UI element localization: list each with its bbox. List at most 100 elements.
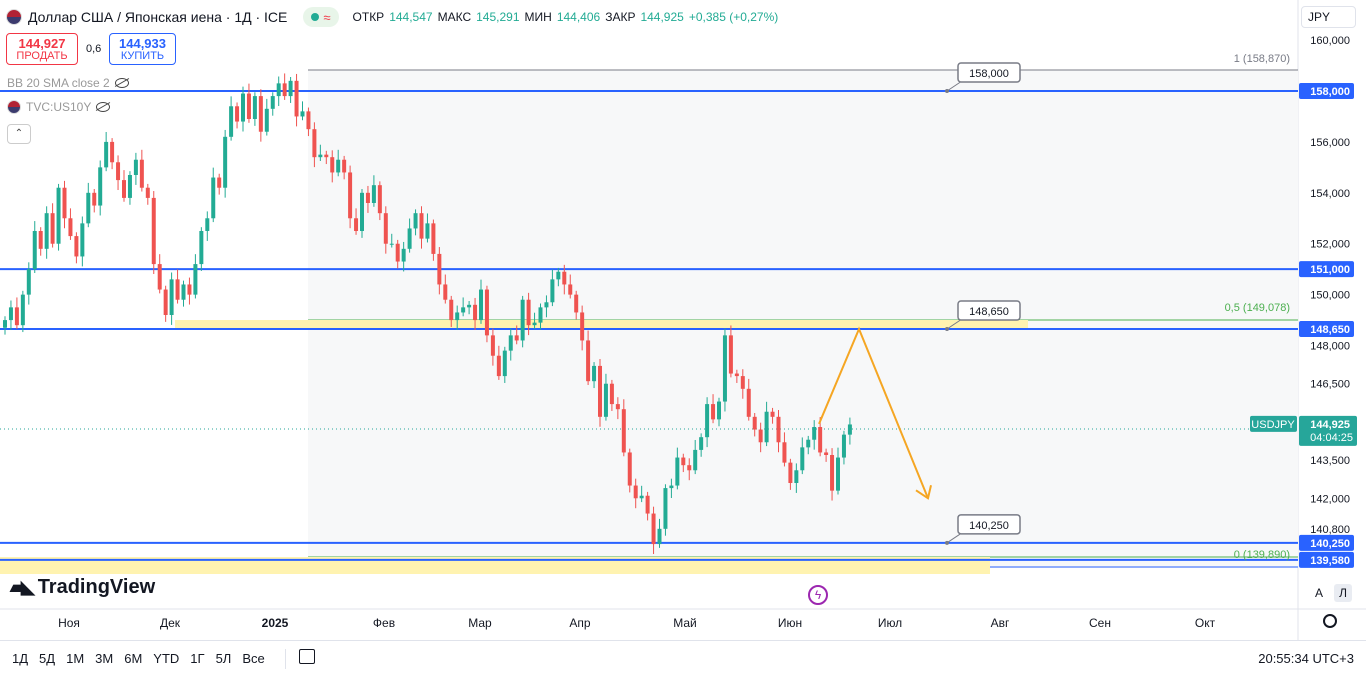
log-scale-button[interactable]: Л: [1334, 584, 1352, 602]
gear-icon[interactable]: [1323, 614, 1337, 628]
candle: [342, 155, 347, 180]
range-button[interactable]: 1Д: [12, 651, 29, 666]
candle: [764, 401, 769, 447]
symbol-title[interactable]: Доллар США / Японская иена · 1Д · ICE: [28, 9, 288, 25]
candle: [550, 269, 555, 307]
candle: [32, 221, 37, 273]
indicator-bb[interactable]: BB 20 SMA close 2: [7, 76, 129, 90]
candle: [68, 208, 73, 240]
hidden-eye-icon[interactable]: [96, 102, 111, 112]
spread-value: 0,6: [86, 43, 102, 55]
candle: [241, 86, 245, 132]
tradingview-logo[interactable]: ▰◣ TradingView: [10, 576, 156, 598]
price-callout[interactable]: 158,000: [945, 62, 1021, 93]
candle: [193, 254, 198, 299]
svg-text:USDJPY: USDJPY: [1251, 419, 1295, 431]
svg-text:144,925: 144,925: [1310, 419, 1350, 431]
range-button[interactable]: 5Л: [215, 651, 232, 666]
range-button[interactable]: YTD: [153, 651, 180, 666]
y-tick-label: 148,000: [1310, 341, 1350, 353]
candle: [151, 191, 156, 275]
lightning-icon[interactable]: ϟ: [808, 585, 828, 605]
candle: [812, 420, 817, 450]
candle: [187, 277, 192, 305]
indicator-compare[interactable]: TVC:US10Y: [7, 100, 111, 114]
candle: [580, 305, 585, 351]
range-button[interactable]: 1Г: [190, 651, 205, 666]
candle: [538, 303, 543, 330]
candle: [776, 409, 781, 453]
x-tick-label: Окт: [1195, 616, 1216, 630]
candle: [145, 183, 150, 205]
candle: [669, 478, 674, 499]
range-button[interactable]: Все: [242, 651, 265, 666]
tv-logo-icon: ▰◣: [10, 577, 35, 597]
forecast-arrow[interactable]: [818, 326, 929, 499]
clock[interactable]: 20:55:34 UTC+3: [1258, 651, 1354, 666]
candle: [110, 138, 115, 170]
range-button[interactable]: 3М: [95, 651, 114, 666]
candle: [217, 173, 222, 195]
candle: [687, 458, 692, 481]
candle: [122, 170, 126, 202]
candle: [782, 432, 787, 467]
candle: [657, 518, 662, 548]
candle: [50, 203, 55, 248]
divider: [285, 649, 286, 669]
candle: [205, 211, 210, 241]
candle: [92, 189, 97, 213]
level-badge[interactable]: 151,000: [1299, 261, 1354, 278]
x-tick-label: Дек: [160, 616, 181, 630]
candle: [693, 439, 698, 475]
candle: [437, 247, 442, 295]
candle: [615, 397, 620, 420]
svg-text:148,650: 148,650: [969, 306, 1009, 318]
price-callout[interactable]: 148,650: [945, 300, 1021, 331]
candle: [794, 463, 799, 493]
candle: [282, 73, 287, 100]
calendar-icon[interactable]: [299, 649, 315, 664]
buy-button[interactable]: 144,933 КУПИТЬ: [109, 33, 176, 65]
candle: [645, 491, 650, 521]
arrow-head: [915, 485, 932, 500]
collapse-legend-button[interactable]: ⌃: [7, 124, 31, 144]
level-badge[interactable]: 139,580: [1299, 551, 1354, 568]
range-button[interactable]: 6М: [124, 651, 143, 666]
level-badge[interactable]: 148,650: [1299, 321, 1354, 337]
candle: [336, 149, 341, 177]
range-button[interactable]: 1М: [66, 651, 85, 666]
candle: [847, 417, 852, 445]
candle: [479, 279, 483, 324]
level-badge[interactable]: 158,000: [1299, 83, 1354, 99]
market-status-pill[interactable]: ≈: [303, 7, 339, 27]
level-badge[interactable]: 140,250: [1299, 534, 1354, 551]
symbol-badge[interactable]: USDJPY: [1250, 415, 1297, 432]
candle: [86, 182, 91, 228]
sell-button[interactable]: 144,927 ПРОДАТЬ: [6, 33, 78, 65]
hidden-eye-icon[interactable]: [114, 78, 129, 88]
currency-selector[interactable]: JPY: [1301, 6, 1356, 28]
candle: [639, 485, 644, 503]
candle: [431, 219, 436, 261]
candle: [365, 185, 370, 213]
range-button[interactable]: 5Д: [39, 651, 56, 666]
candle: [229, 96, 234, 141]
candle: [562, 264, 567, 295]
candle: [133, 152, 138, 185]
symbol-header[interactable]: Доллар США / Японская иена · 1Д · ICE ≈ …: [6, 7, 778, 27]
candle: [568, 274, 573, 299]
auto-scale-button[interactable]: A: [1314, 586, 1323, 600]
candle: [74, 232, 79, 264]
candle: [455, 305, 460, 331]
candle: [824, 448, 829, 462]
candle: [746, 378, 751, 421]
x-tick-label: Май: [673, 616, 697, 630]
ohlc-values: ОТКР 144,547 МАКС 145,291 МИН 144,406 ЗАКР 1…: [352, 10, 779, 24]
candle: [574, 290, 579, 320]
price-callout[interactable]: 140,250: [945, 514, 1021, 545]
candle: [496, 345, 501, 380]
svg-text:140,250: 140,250: [969, 520, 1009, 532]
candle: [830, 448, 835, 501]
